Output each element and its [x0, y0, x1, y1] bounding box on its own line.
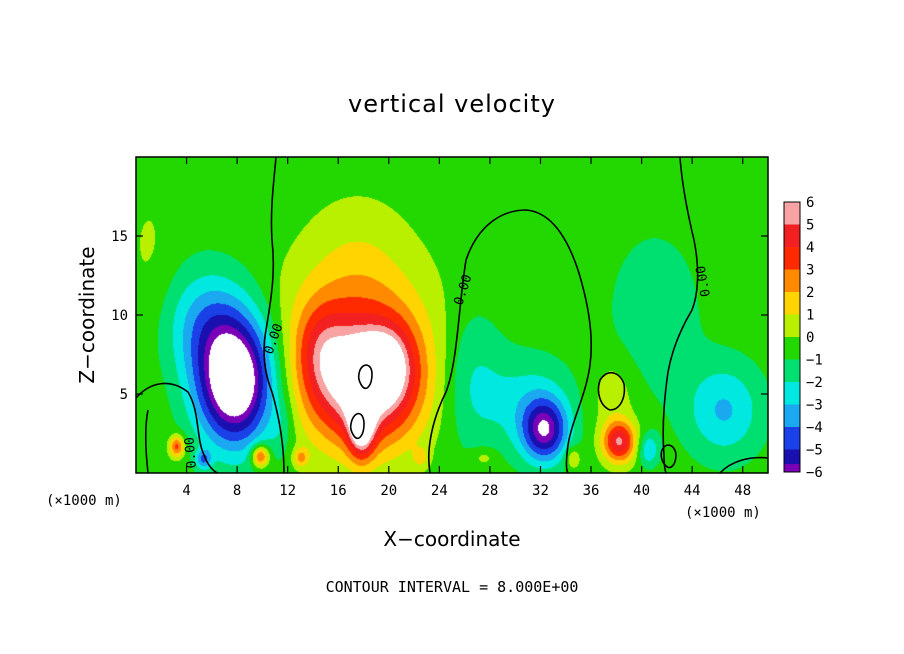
x-tick-label: 40 [633, 483, 650, 499]
contour-label: 0.00 [694, 264, 714, 297]
zero-contour-blob-c [349, 412, 365, 440]
colorbar-swatch [784, 292, 800, 315]
colorbar-swatch [784, 464, 800, 472]
colorbar-swatch [784, 224, 800, 247]
y-ticks: 5 10 15 [111, 229, 768, 403]
colorbar-label: −3 [806, 398, 823, 414]
x-tick-label: 12 [279, 483, 296, 499]
colorbar-swatch [784, 247, 800, 270]
colorbar-label: 1 [806, 308, 814, 324]
zero-contour-blob-a [597, 372, 626, 411]
colorbar-label: 2 [806, 285, 814, 301]
zero-contours [135, 156, 769, 474]
y-axis-label: Z−coordinate [75, 246, 99, 383]
zero-contour-left-inner [144, 409, 149, 474]
x-tick-label: 8 [233, 483, 241, 499]
zero-contour-center [427, 209, 593, 474]
x-unit-right: (×1000 m) [685, 505, 761, 521]
y-tick-label: 15 [111, 229, 128, 245]
plot-area: 0.00 0.00 0.00 0.00 4 8 12 16 20 24 28 32 36 40 44… [111, 156, 769, 499]
zero-contour-right [662, 156, 699, 474]
colorbar-swatch [784, 337, 800, 360]
contour-interval: CONTOUR INTERVAL = 8.000E+00 [326, 578, 579, 596]
colorbar-label: −5 [806, 443, 823, 459]
zero-contour-left [135, 382, 219, 474]
zero-contour-floor [719, 456, 769, 474]
colorbar-swatch [784, 359, 800, 382]
x-axis-label: X−coordinate [383, 527, 520, 551]
heatmap-field [136, 157, 768, 473]
contour-label: 0.00 [182, 436, 200, 469]
x-tick-label: 36 [583, 483, 600, 499]
y-tick-label: 5 [120, 387, 128, 403]
x-tick-label: 28 [481, 483, 498, 499]
colorbar-label: −4 [806, 420, 823, 436]
colorbar-label: 4 [806, 240, 814, 256]
x-tick-label: 32 [532, 483, 549, 499]
colorbar-label: −6 [806, 465, 823, 481]
colorbar: 6 5 4 3 2 1 0 −1 −2 −3 −4 −5 −6 [783, 195, 823, 481]
colorbar-frame [783, 201, 801, 473]
colorbar-swatch [784, 382, 800, 405]
colorbar-label: −1 [806, 353, 823, 369]
zero-contour-blob-b [357, 364, 373, 390]
colorbar-label: −2 [806, 375, 823, 391]
colorbar-label: 3 [806, 263, 814, 279]
zero-contour-blob-d [660, 444, 677, 469]
x-tick-label: 24 [431, 483, 448, 499]
y-tick-label: 10 [111, 308, 128, 324]
x-tick-label: 20 [380, 483, 397, 499]
zero-contour-main [263, 156, 285, 474]
x-tick-label: 4 [182, 483, 190, 499]
colorbar-swatch [784, 269, 800, 292]
x-tick-label: 44 [684, 483, 701, 499]
x-tick-label: 16 [330, 483, 347, 499]
chart-title: vertical velocity [348, 90, 556, 118]
colorbar-swatch [784, 404, 800, 427]
colorbar-swatch [784, 202, 800, 225]
x-unit-left: (×1000 m) [46, 493, 122, 509]
colorbar-label: 6 [806, 195, 814, 211]
colorbar-swatch [784, 427, 800, 450]
colorbar-label: 0 [806, 330, 814, 346]
x-tick-label: 48 [734, 483, 751, 499]
colorbar-label: 5 [806, 218, 814, 234]
colorbar-swatch [784, 314, 800, 337]
x-ticks: 4 8 12 16 20 24 28 32 36 40 44 48 [182, 157, 751, 499]
